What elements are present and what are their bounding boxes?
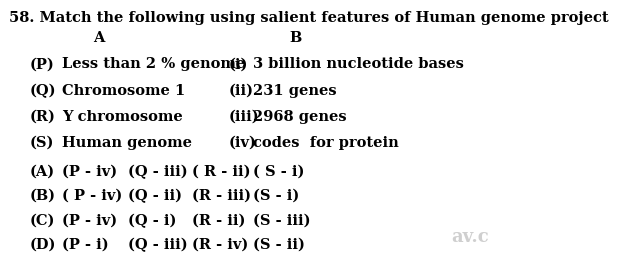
Text: (R - iii): (R - iii) — [192, 189, 251, 203]
Text: Y chromosome: Y chromosome — [61, 109, 183, 124]
Text: Human genome: Human genome — [61, 136, 192, 150]
Text: ( S - i): ( S - i) — [253, 165, 305, 179]
Text: (C): (C) — [30, 214, 55, 227]
Text: (P - i): (P - i) — [61, 238, 108, 252]
Text: (A): (A) — [30, 165, 55, 179]
Text: (P - iv): (P - iv) — [61, 214, 117, 227]
Text: (R - ii): (R - ii) — [192, 214, 245, 227]
Text: (D): (D) — [30, 238, 56, 252]
Text: (Q - iii): (Q - iii) — [128, 165, 188, 179]
Text: 231 genes: 231 genes — [253, 84, 337, 97]
Text: ( R - ii): ( R - ii) — [192, 165, 250, 179]
Text: codes  for protein: codes for protein — [253, 136, 399, 150]
Text: (R - iv): (R - iv) — [192, 238, 248, 252]
Text: (Q - ii): (Q - ii) — [128, 189, 182, 203]
Text: 2968 genes: 2968 genes — [253, 109, 347, 124]
Text: (R): (R) — [30, 109, 56, 124]
Text: (ii): (ii) — [229, 84, 254, 97]
Text: 58. Match the following using salient features of Human genome project: 58. Match the following using salient fe… — [9, 11, 609, 25]
Text: ( P - iv): ( P - iv) — [61, 189, 122, 203]
Text: (i): (i) — [229, 57, 248, 71]
Text: (iii): (iii) — [229, 109, 260, 124]
Text: (S - i): (S - i) — [253, 189, 299, 203]
Text: (S): (S) — [30, 136, 54, 150]
Text: (S - ii): (S - ii) — [253, 238, 306, 252]
Text: (P - iv): (P - iv) — [61, 165, 117, 179]
Text: A: A — [93, 31, 104, 45]
Text: (P): (P) — [30, 57, 55, 71]
Text: (Q): (Q) — [30, 84, 57, 98]
Text: (iv): (iv) — [229, 136, 256, 150]
Text: 3 billion nucleotide bases: 3 billion nucleotide bases — [253, 57, 465, 71]
Text: (S - iii): (S - iii) — [253, 214, 311, 227]
Text: Chromosome 1: Chromosome 1 — [61, 84, 185, 97]
Text: Less than 2 % genome: Less than 2 % genome — [61, 57, 245, 71]
Text: B: B — [289, 31, 301, 45]
Text: av.c: av.c — [451, 228, 489, 246]
Text: (Q - i): (Q - i) — [128, 214, 176, 228]
Text: (Q - iii): (Q - iii) — [128, 238, 188, 252]
Text: (B): (B) — [30, 189, 56, 203]
